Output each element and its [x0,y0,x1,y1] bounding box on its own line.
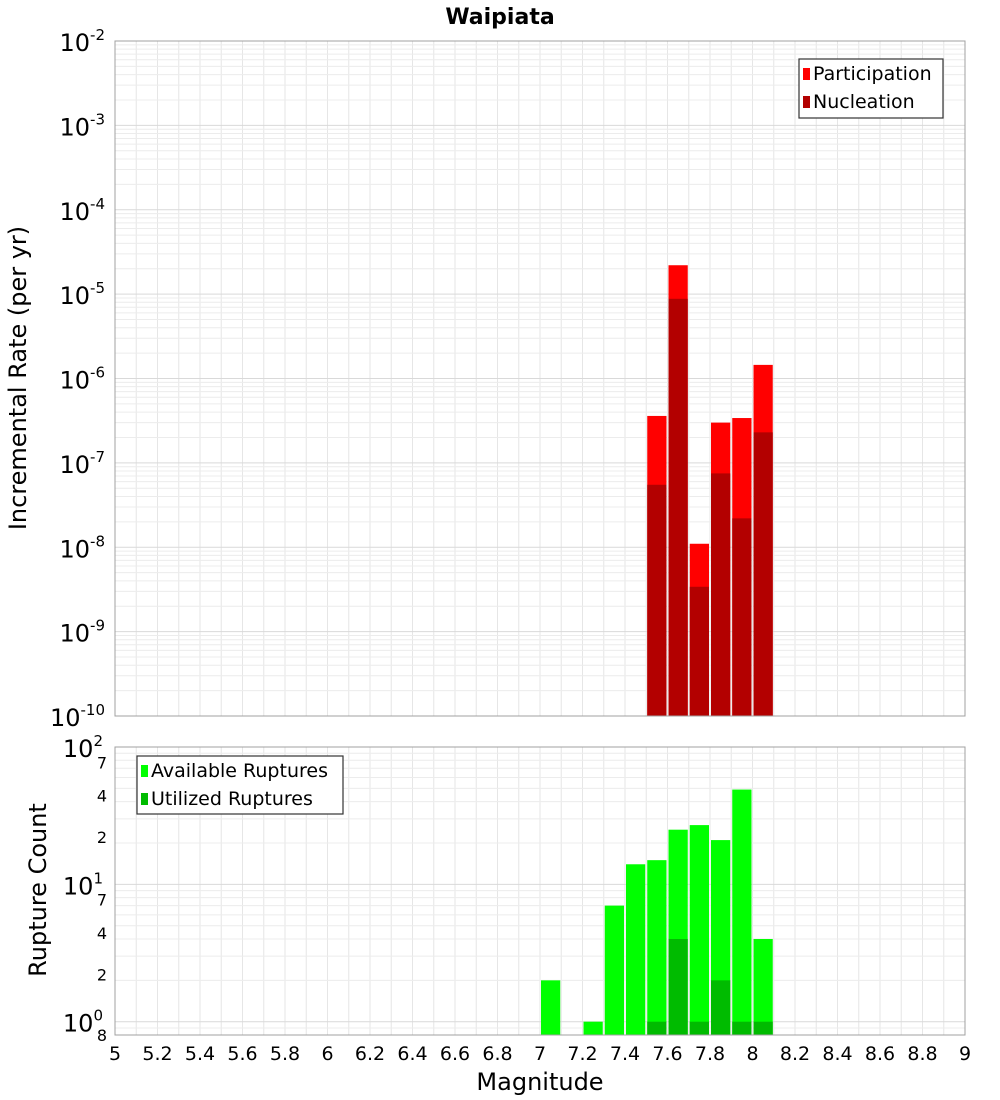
x-tick-label: 5.2 [142,1043,172,1065]
y-tick-label: 100 [63,1007,103,1038]
x-tick-label: 5.6 [227,1043,257,1065]
rate-axis-label: Incremental Rate (per yr) [4,226,32,530]
y-tick-label: 10-3 [59,110,105,141]
legend-box [798,58,944,119]
x-tick-label: 7.6 [652,1043,682,1065]
bar-secondary [711,473,731,716]
y-tick-label: 101 [63,869,103,900]
legend-label: Participation [813,63,932,85]
y-tick-label: 10-6 [59,364,105,395]
y-tick-label: 10-5 [59,279,105,310]
bar-primary [583,1021,603,1035]
bar-secondary [689,1021,709,1035]
bar-secondary [668,939,688,1035]
bar-primary [541,980,561,1035]
bar-secondary [689,586,709,716]
count-axis-label: Rupture Count [24,803,52,977]
y-tick-label-minor: 2 [97,828,107,847]
x-tick-label: 8.6 [865,1043,895,1065]
x-tick-label: 5 [109,1043,121,1065]
y-tick-label-minor: 7 [97,753,107,772]
magnitude-axis: 5 5.2 5.4 5.6 5.8 6 6.2 6.4 6.6 6.8 7 7.2 7.4 7.6 7.8 8… [109,1043,971,1065]
rate-panel: 10-10 10-9 10-8 10-7 10-6 10-5 10-4 10-3 10-2 Par… [50,26,966,732]
x-tick-label: 7 [534,1043,546,1065]
x-tick-label: 6.8 [482,1043,512,1065]
bar-primary [604,905,624,1035]
plot-frame [114,40,966,717]
bar-secondary [732,518,752,716]
bar-secondary [647,484,667,716]
legend-swatch [141,765,148,777]
x-tick-label: 7.2 [567,1043,597,1065]
y-tick-label: 10-9 [59,617,105,648]
bar-primary [689,825,709,1035]
legend-box [136,755,344,815]
legend-label: Available Ruptures [151,760,328,782]
legend-swatch [141,793,148,805]
x-tick-label: 6.4 [397,1043,427,1065]
chart-title: Waipiata [445,5,554,30]
x-tick-label: 5.8 [270,1043,300,1065]
bar-primary [732,789,752,1035]
y-tick-label: 10-2 [59,26,105,57]
y-tick-label: 102 [63,732,103,763]
legend-swatch [803,68,810,80]
x-tick-label: 7.4 [610,1043,640,1065]
x-tick-label: 9 [959,1043,971,1065]
bar-secondary [753,432,773,716]
legend: Participation Nucleation [798,58,944,119]
x-tick-label: 8.4 [822,1043,852,1065]
x-tick-label: 6 [321,1043,333,1065]
bar-primary [753,939,773,1035]
y-tick-label-minor: 4 [97,787,107,806]
bar-primary [626,864,646,1035]
bar-secondary [668,298,688,716]
bar-secondary [732,1021,752,1035]
bar-secondary [647,1021,667,1035]
magnitude-axis-label: Magnitude [476,1068,603,1096]
x-tick-label: 8 [746,1043,758,1065]
bar-secondary [711,980,731,1035]
y-tick-label-minor: 7 [97,891,107,910]
y-tick-label-minor: 8 [97,1026,107,1045]
y-tick-label-minor: 2 [97,965,107,984]
x-tick-label: 6.6 [440,1043,470,1065]
x-tick-label: 5.4 [185,1043,215,1065]
y-tick-label: 10-4 [59,195,105,226]
y-tick-label: 10-8 [59,532,105,563]
x-tick-label: 8.8 [907,1043,937,1065]
legend-label: Nucleation [813,91,915,113]
y-tick-label-minor: 4 [97,924,107,943]
bar-primary [647,860,667,1035]
x-tick-label: 6.2 [355,1043,385,1065]
y-tick-label: 10-10 [50,701,105,732]
x-tick-label: 7.8 [695,1043,725,1065]
legend: Available Ruptures Utilized Ruptures [136,755,344,815]
legend-label: Utilized Ruptures [151,788,313,810]
x-tick-label: 8.2 [780,1043,810,1065]
y-tick-label: 10-7 [59,448,105,479]
legend-swatch [803,96,810,108]
plot-frame [114,746,966,1036]
bar-secondary [753,1021,773,1035]
